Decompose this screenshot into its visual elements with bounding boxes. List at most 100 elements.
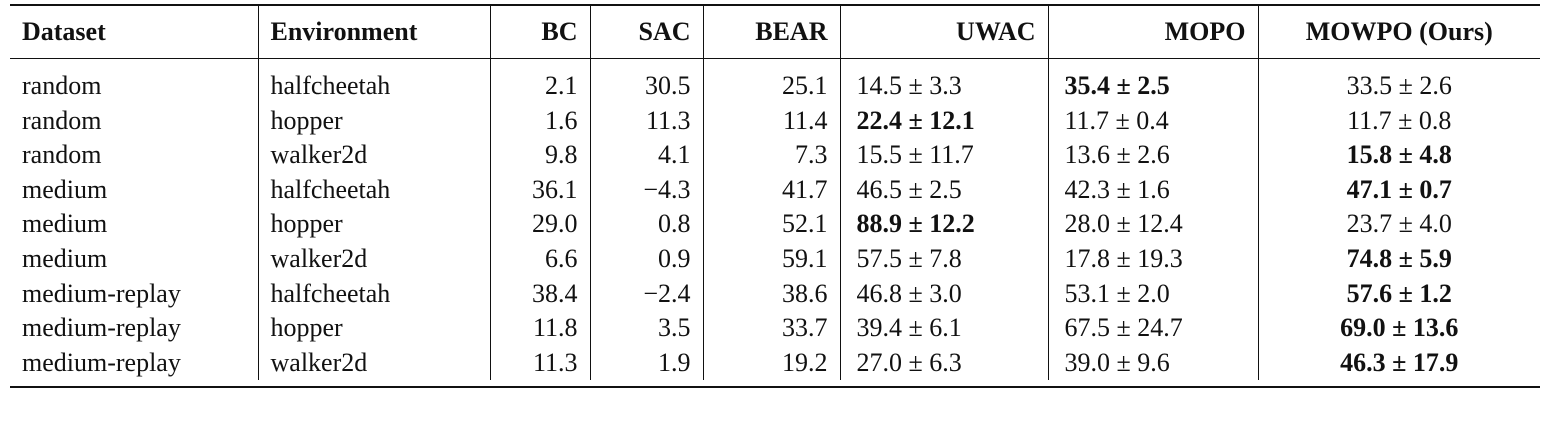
environment-cell: walker2d	[258, 345, 491, 381]
header-sac: SAC	[590, 6, 704, 58]
mowpo-cell: 57.6 ± 1.2	[1258, 277, 1540, 312]
mopo-cell: 67.5 ± 24.7	[1048, 311, 1259, 346]
dataset-cell: medium	[10, 172, 259, 208]
bc-cell-value: 36.1	[532, 174, 578, 204]
bc-cell-value: 11.3	[532, 347, 578, 377]
results-table: Dataset Environment BC SAC BEAR UWAC MOP…	[10, 6, 1540, 381]
top-rule	[10, 4, 1540, 6]
sac-cell-value: 3.5	[658, 313, 691, 343]
mopo-cell: 42.3 ± 1.6	[1048, 172, 1259, 208]
bear-cell-value: 7.3	[795, 140, 828, 170]
sac-cell-value: 0.9	[658, 243, 691, 273]
sac-cell-value: 0.8	[658, 209, 691, 239]
sac-cell: 1.9	[590, 345, 704, 381]
bear-cell-value: 52.1	[782, 209, 828, 239]
bear-cell: 25.1	[703, 69, 841, 104]
uwac-cell-value: 14.5 ± 3.3	[856, 71, 962, 100]
sac-cell-value: 4.1	[658, 140, 691, 170]
mowpo-cell: 74.8 ± 5.9	[1258, 242, 1540, 277]
uwac-cell: 57.5 ± 7.8	[840, 241, 1049, 277]
mopo-cell: 39.0 ± 9.6	[1048, 345, 1259, 381]
mopo-cell-value: 53.1 ± 2.0	[1064, 278, 1170, 308]
bc-cell: 38.4	[490, 276, 591, 312]
header-bc: BC	[490, 6, 591, 58]
dataset-cell: medium	[10, 241, 259, 277]
environment-cell-value: halfcheetah	[270, 71, 391, 100]
header-rule	[10, 58, 1540, 59]
mowpo-cell-value: 47.1 ± 0.7	[1346, 174, 1452, 204]
mopo-cell-value: 13.6 ± 2.6	[1064, 140, 1170, 170]
bear-cell: 7.3	[703, 138, 841, 173]
mowpo-cell-value: 23.7 ± 4.0	[1346, 209, 1452, 239]
uwac-cell-value: 46.5 ± 2.5	[856, 174, 962, 204]
bear-cell: 41.7	[703, 172, 841, 208]
bear-cell-value: 33.7	[782, 313, 828, 343]
uwac-cell: 14.5 ± 3.3	[840, 69, 1049, 104]
table-row: medium-replay halfcheetah 38.4 −2.4 38.6 46.8…	[10, 276, 1540, 312]
environment-cell: halfcheetah	[258, 69, 491, 104]
header-mowpo: MOWPO (Ours)	[1305, 17, 1493, 46]
uwac-cell: 27.0 ± 6.3	[840, 345, 1049, 381]
dataset-cell: random	[10, 138, 259, 173]
uwac-cell-value: 22.4 ± 12.1	[856, 105, 975, 135]
mopo-cell-value: 39.0 ± 9.6	[1064, 347, 1170, 377]
dataset-cell: medium-replay	[10, 345, 259, 381]
table-row: medium walker2d 6.6 0.9 59.1 57.5 ± 7.8 17.8 ±…	[10, 241, 1540, 277]
bear-cell-value: 25.1	[782, 71, 828, 100]
dataset-cell-value: random	[22, 71, 102, 100]
uwac-cell: 15.5 ± 11.7	[840, 138, 1049, 173]
mopo-cell-value: 35.4 ± 2.5	[1064, 71, 1170, 100]
mowpo-cell-value: 46.3 ± 17.9	[1340, 347, 1459, 377]
sac-cell: −2.4	[590, 276, 704, 312]
sac-cell-value: −2.4	[643, 278, 691, 308]
mopo-cell: 13.6 ± 2.6	[1048, 138, 1259, 173]
bc-cell: 1.6	[490, 103, 591, 139]
uwac-cell-value: 57.5 ± 7.8	[856, 243, 962, 273]
mowpo-cell-value: 11.7 ± 0.8	[1347, 105, 1452, 135]
bear-cell: 38.6	[703, 276, 841, 312]
dataset-cell-value: medium-replay	[22, 313, 181, 343]
header-bear: BEAR	[703, 6, 841, 58]
bc-cell: 9.8	[490, 138, 591, 173]
uwac-cell-value: 15.5 ± 11.7	[856, 140, 974, 170]
bc-cell-value: 9.8	[545, 140, 578, 170]
bc-cell: 11.8	[490, 311, 591, 346]
uwac-cell: 88.9 ± 12.2	[840, 207, 1049, 242]
bc-cell: 6.6	[490, 241, 591, 277]
environment-cell: hopper	[258, 311, 491, 346]
bc-cell: 36.1	[490, 172, 591, 208]
sac-cell: −4.3	[590, 172, 704, 208]
environment-cell-value: hopper	[270, 313, 343, 343]
dataset-cell-value: medium-replay	[22, 278, 181, 308]
uwac-cell-value: 39.4 ± 6.1	[856, 313, 962, 343]
mopo-cell: 28.0 ± 12.4	[1048, 207, 1259, 242]
dataset-cell-value: random	[22, 105, 102, 135]
header-environment: Environment	[258, 6, 491, 58]
bear-cell-value: 11.4	[782, 105, 828, 135]
mowpo-cell-value: 15.8 ± 4.8	[1346, 140, 1452, 170]
bear-cell: 33.7	[703, 311, 841, 346]
environment-cell: walker2d	[258, 138, 491, 173]
mowpo-cell: 69.0 ± 13.6	[1258, 311, 1540, 346]
uwac-cell: 22.4 ± 12.1	[840, 103, 1049, 139]
dataset-cell: medium-replay	[10, 276, 259, 312]
bc-cell-value: 1.6	[545, 105, 578, 135]
sac-cell: 0.9	[590, 241, 704, 277]
dataset-cell: medium-replay	[10, 311, 259, 346]
uwac-cell: 46.5 ± 2.5	[840, 172, 1049, 208]
mowpo-cell: 11.7 ± 0.8	[1258, 104, 1540, 139]
uwac-cell: 46.8 ± 3.0	[840, 276, 1049, 312]
table-row: medium-replay hopper 11.8 3.5 33.7 39.4 ± 6.1…	[10, 311, 1540, 346]
mowpo-cell: 46.3 ± 17.9	[1258, 346, 1540, 381]
bottom-rule	[10, 386, 1540, 389]
bear-cell-value: 41.7	[782, 174, 828, 204]
mowpo-cell: 47.1 ± 0.7	[1258, 173, 1540, 208]
header-row: Dataset Environment BC SAC BEAR UWAC MOP…	[10, 6, 1540, 58]
dataset-cell-value: medium	[22, 209, 108, 239]
sac-cell: 3.5	[590, 311, 704, 346]
mowpo-cell-value: 69.0 ± 13.6	[1340, 313, 1459, 343]
environment-cell-value: hopper	[270, 209, 343, 239]
table-row: medium halfcheetah 36.1 −4.3 41.7 46.5 ± 2.5 4…	[10, 172, 1540, 208]
mowpo-cell-value: 33.5 ± 2.6	[1346, 71, 1452, 100]
environment-cell: hopper	[258, 103, 491, 139]
